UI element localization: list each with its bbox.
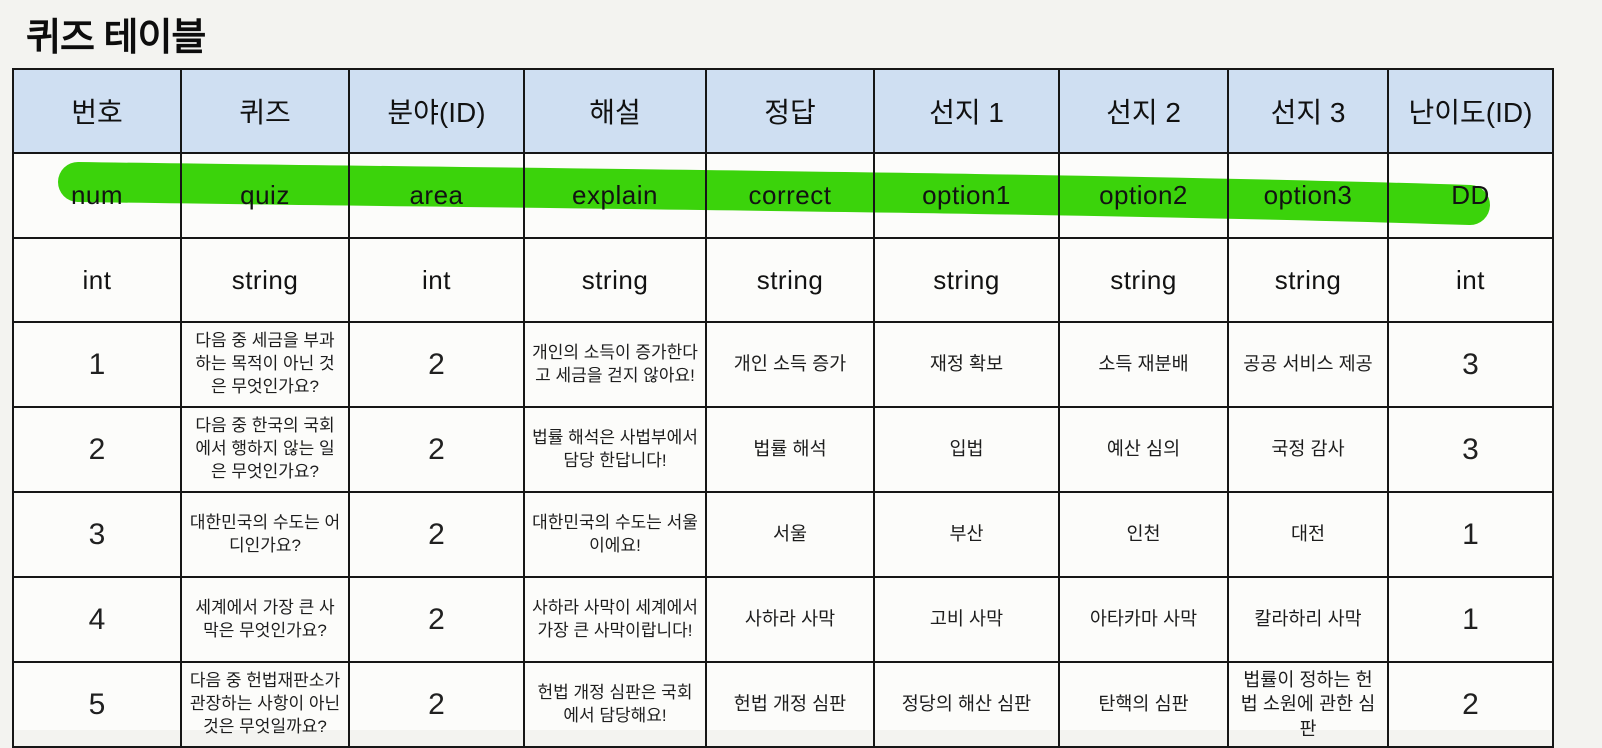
header-difficulty-id: 난이도(ID) (1387, 68, 1554, 154)
type-cell: int (348, 237, 525, 323)
data-cell-option3: 대전 (1227, 491, 1389, 578)
type-cell: string (1058, 237, 1229, 323)
type-cell: string (705, 237, 875, 323)
data-cell-correct: 사하라 사막 (705, 576, 875, 663)
table-row: 1 다음 중 세금을 부과하는 목적이 아닌 것은 무엇인가요? 2 개인의 소… (12, 321, 1554, 408)
field-name-cell: quiz (180, 152, 350, 239)
type-cell: int (12, 237, 182, 323)
header-option-1: 선지 1 (873, 68, 1060, 154)
data-cell-quiz: 다음 중 한국의 국회에서 행하지 않는 일은 무엇인가요? (180, 406, 350, 493)
data-cell-option3: 칼라하리 사막 (1227, 576, 1389, 663)
data-cell-difficulty: 2 (1387, 661, 1554, 748)
header-quiz: 퀴즈 (180, 68, 350, 154)
type-cell: string (873, 237, 1060, 323)
table-row: 5 다음 중 헌법재판소가 관장하는 사항이 아닌 것은 무엇일까요? 2 헌법… (12, 661, 1554, 748)
data-cell-option3: 국정 감사 (1227, 406, 1389, 493)
field-name-cell: explain (523, 152, 707, 239)
type-cell: string (523, 237, 707, 323)
data-cell-option2: 소득 재분배 (1058, 321, 1229, 408)
data-cell-correct: 서울 (705, 491, 875, 578)
data-cell-option2: 탄핵의 심판 (1058, 661, 1229, 748)
data-cell-option2: 인천 (1058, 491, 1229, 578)
data-cell-num: 4 (12, 576, 182, 663)
table-row: 3 대한민국의 수도는 어디인가요? 2 대한민국의 수도는 서울이에요! 서울… (12, 491, 1554, 578)
data-cell-explain: 개인의 소득이 증가한다고 세금을 걷지 않아요! (523, 321, 707, 408)
quiz-table: 번호 퀴즈 분야(ID) 해설 정답 선지 1 선지 2 선지 3 난이도(ID… (12, 68, 1554, 748)
table-row: 4 세계에서 가장 큰 사막은 무엇인가요? 2 사하라 사막이 세계에서 가장… (12, 576, 1554, 663)
data-cell-difficulty: 3 (1387, 406, 1554, 493)
data-cell-option1: 부산 (873, 491, 1060, 578)
header-explain: 해설 (523, 68, 707, 154)
data-cell-num: 2 (12, 406, 182, 493)
data-cell-num: 5 (12, 661, 182, 748)
data-cell-option1: 재정 확보 (873, 321, 1060, 408)
data-cell-option3: 법률이 정하는 헌법 소원에 관한 심판 (1227, 661, 1389, 748)
data-cell-area: 2 (348, 491, 525, 578)
data-cell-difficulty: 1 (1387, 491, 1554, 578)
data-cell-area: 2 (348, 661, 525, 748)
data-cell-option2: 아타카마 사막 (1058, 576, 1229, 663)
data-cell-num: 1 (12, 321, 182, 408)
header-area-id: 분야(ID) (348, 68, 525, 154)
data-cell-option1: 정당의 해산 심판 (873, 661, 1060, 748)
field-name-cell: option3 (1227, 152, 1389, 239)
header-row: 번호 퀴즈 분야(ID) 해설 정답 선지 1 선지 2 선지 3 난이도(ID… (12, 68, 1554, 154)
data-cell-correct: 법률 해석 (705, 406, 875, 493)
data-cell-difficulty: 1 (1387, 576, 1554, 663)
header-number: 번호 (12, 68, 182, 154)
data-cell-correct: 개인 소득 증가 (705, 321, 875, 408)
data-cell-quiz: 다음 중 헌법재판소가 관장하는 사항이 아닌 것은 무엇일까요? (180, 661, 350, 748)
data-cell-area: 2 (348, 576, 525, 663)
page-title: 퀴즈 테이블 (26, 17, 206, 59)
type-cell: int (1387, 237, 1554, 323)
table-row: 2 다음 중 한국의 국회에서 행하지 않는 일은 무엇인가요? 2 법률 해석… (12, 406, 1554, 493)
field-name-cell: option1 (873, 152, 1060, 239)
header-option-2: 선지 2 (1058, 68, 1229, 154)
data-cell-option1: 고비 사막 (873, 576, 1060, 663)
data-cell-difficulty: 3 (1387, 321, 1554, 408)
data-cell-quiz: 세계에서 가장 큰 사막은 무엇인가요? (180, 576, 350, 663)
data-cell-explain: 대한민국의 수도는 서울이에요! (523, 491, 707, 578)
data-cell-num: 3 (12, 491, 182, 578)
data-cell-option1: 입법 (873, 406, 1060, 493)
type-row: int string int string string string stri… (12, 237, 1554, 323)
data-cell-quiz: 대한민국의 수도는 어디인가요? (180, 491, 350, 578)
data-cell-correct: 헌법 개정 심판 (705, 661, 875, 748)
data-cell-option3: 공공 서비스 제공 (1227, 321, 1389, 408)
field-name-cell: correct (705, 152, 875, 239)
field-name-cell: DD (1387, 152, 1554, 239)
field-name-cell: area (348, 152, 525, 239)
header-option-3: 선지 3 (1227, 68, 1389, 154)
type-cell: string (180, 237, 350, 323)
header-correct: 정답 (705, 68, 875, 154)
data-cell-explain: 사하라 사막이 세계에서 가장 큰 사막이랍니다! (523, 576, 707, 663)
data-cell-explain: 법률 해석은 사법부에서 담당 한답니다! (523, 406, 707, 493)
field-name-cell: num (12, 152, 182, 239)
data-cell-explain: 헌법 개정 심판은 국회에서 담당해요! (523, 661, 707, 748)
data-cell-quiz: 다음 중 세금을 부과하는 목적이 아닌 것은 무엇인가요? (180, 321, 350, 408)
data-cell-option2: 예산 심의 (1058, 406, 1229, 493)
type-cell: string (1227, 237, 1389, 323)
data-cell-area: 2 (348, 406, 525, 493)
field-name-row: num quiz area explain correct option1 op… (12, 152, 1554, 239)
field-name-cell: option2 (1058, 152, 1229, 239)
data-cell-area: 2 (348, 321, 525, 408)
